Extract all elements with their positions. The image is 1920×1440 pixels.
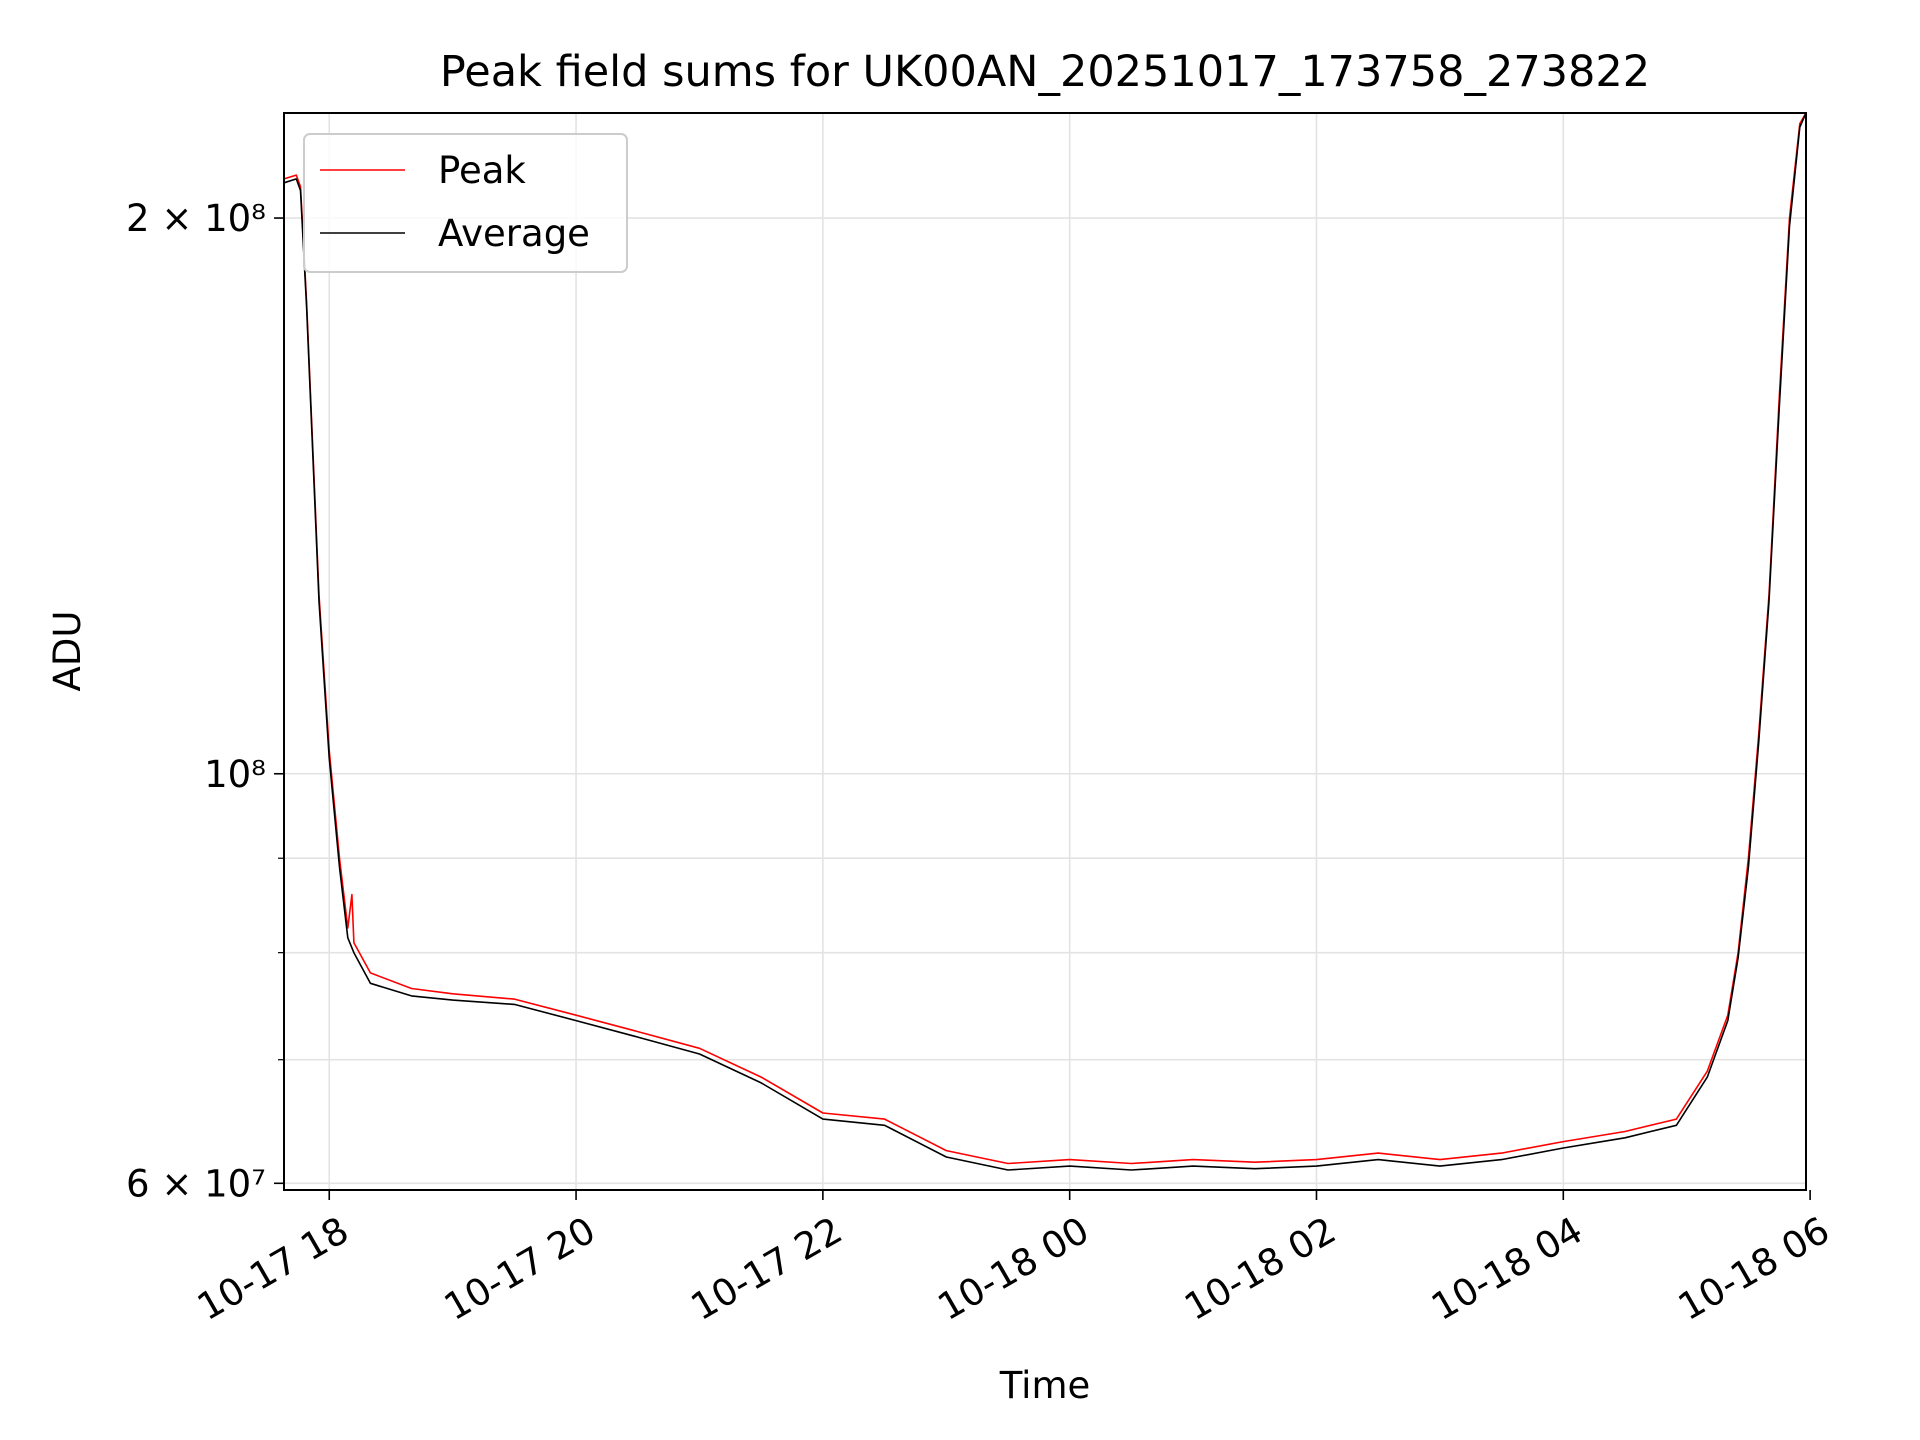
y-tick-label: 2 × 10⁸: [126, 197, 266, 240]
legend-label-peak: Peak: [438, 149, 526, 192]
legend-label-average: Average: [438, 212, 590, 255]
series-layer: [283, 112, 1807, 1171]
plot-frame: [283, 112, 1807, 1191]
y-tick-label: 6 × 10⁷: [126, 1162, 266, 1205]
legend-box: [303, 133, 628, 273]
y-tick-label: 10⁸: [204, 753, 266, 796]
x-axis-label: Time: [999, 1364, 1091, 1407]
legend: Peak Average: [303, 133, 628, 273]
chart-title: Peak field sums for UK00AN_20251017_1737…: [440, 47, 1650, 97]
series-line-average: [283, 112, 1807, 1171]
y-axis-label: ADU: [46, 611, 89, 692]
series-line-peak: [283, 112, 1807, 1165]
